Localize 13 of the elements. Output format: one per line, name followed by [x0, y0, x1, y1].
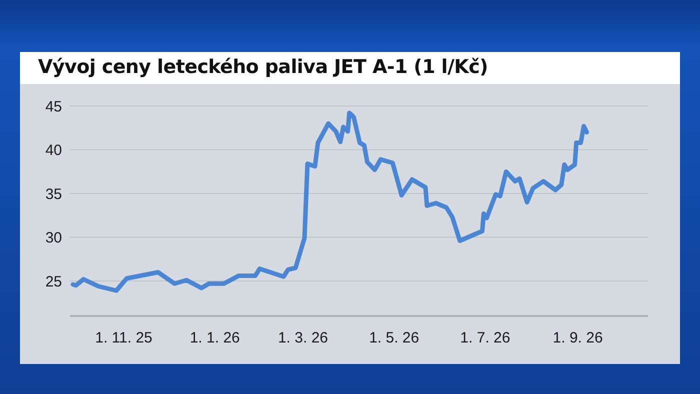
y-tick-label: 40 [45, 142, 62, 160]
x-tick-label: 1. 3. 26 [278, 330, 328, 347]
x-tick-label: 1. 5. 26 [369, 330, 420, 347]
chart-title: Vývoj ceny leteckého paliva JET A-1 (1 l/Kč) [38, 56, 488, 78]
y-tick-label: 30 [45, 230, 62, 247]
x-tick-label: 1. 11. 25 [95, 330, 152, 347]
y-tick-label: 25 [45, 273, 62, 290]
line-series [70, 110, 590, 293]
x-tick-label: 1. 1. 26 [190, 330, 240, 347]
y-tick-label: 45 [45, 98, 62, 116]
y-tick-label: 35 [45, 186, 62, 203]
x-tick-label: 1. 9. 26 [552, 330, 603, 347]
x-tick-label: 1. 7. 26 [460, 330, 510, 347]
